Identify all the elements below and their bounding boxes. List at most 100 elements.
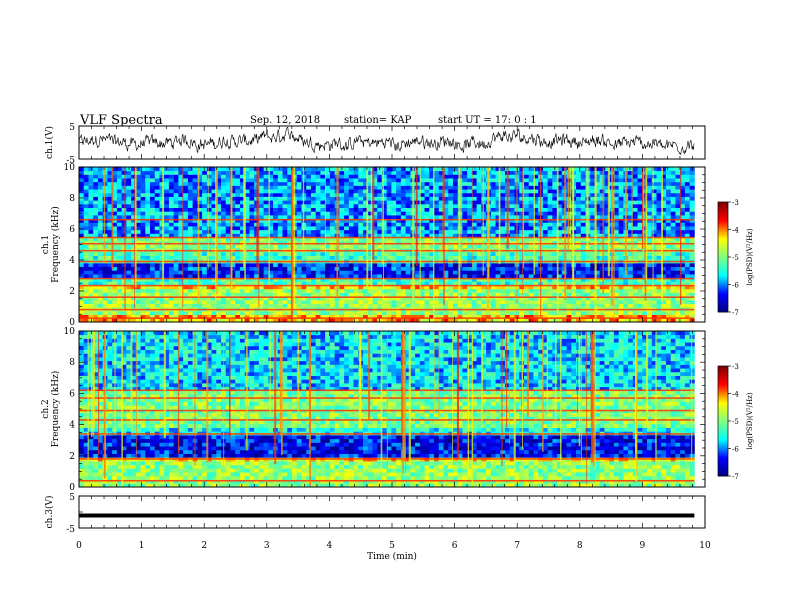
ch1-spectrogram-heatmap-cell bbox=[406, 270, 411, 274]
ch1-spectrogram-heatmap-cell bbox=[633, 185, 638, 189]
ch1-spectrogram-heatmap-cell bbox=[183, 200, 188, 204]
ch1-spectrogram-heatmap-cell bbox=[396, 245, 401, 249]
ch1-spectrogram-heatmap-cell bbox=[320, 197, 325, 201]
ch1-spectrogram-heatmap-cell bbox=[529, 263, 534, 267]
ch1-spectrogram-heatmap-cell bbox=[202, 215, 207, 219]
ch1-spectrogram-heatmap-cell bbox=[155, 215, 160, 219]
ch1-spectrogram-heatmap-cell bbox=[514, 311, 519, 315]
ch1-spectrogram-heatmap-cell bbox=[406, 200, 411, 204]
ch1-spectrogram-heatmap-cell bbox=[155, 311, 160, 315]
ch1-spectrogram-heatmap-cell bbox=[652, 270, 657, 274]
ch1-spectrogram-heatmap-cell bbox=[126, 215, 131, 219]
ch1-spectrogram-heatmap-cell bbox=[349, 267, 354, 271]
ch1-spectrogram-heatmap-cell bbox=[453, 267, 458, 271]
ch1-spectrogram-heatmap-cell bbox=[387, 222, 392, 226]
ch1-spectrogram-heatmap-cell bbox=[84, 270, 89, 274]
ch1-spectrogram-heatmap-cell bbox=[126, 193, 131, 197]
ch1-spectrogram-heatmap-cell bbox=[638, 252, 643, 256]
ch1-spectrogram-heatmap-cell bbox=[273, 185, 278, 189]
ch1-spectrogram-heatmap-cell bbox=[396, 292, 401, 296]
ch1-spectrogram-heatmap-cell bbox=[382, 193, 387, 197]
ch1-spectrogram-heatmap-cell bbox=[368, 226, 373, 230]
ch1-spectrogram-heatmap-cell bbox=[448, 211, 453, 215]
ch1-spectrogram-heatmap-cell bbox=[576, 245, 581, 249]
ch1-spectrogram-heatmap-cell bbox=[174, 215, 179, 219]
ch1-spectrogram-heatmap-cell bbox=[491, 197, 496, 201]
ch1-spectrogram-heatmap-cell bbox=[164, 215, 169, 219]
ch1-spectrogram-heatmap-cell bbox=[396, 208, 401, 212]
ch1-spectrogram-heatmap-cell bbox=[202, 193, 207, 197]
ch1-spectrogram-heatmap-cell bbox=[136, 311, 141, 315]
ch1-spectrogram-heatmap-cell bbox=[600, 252, 605, 256]
ch1-spectrogram-heatmap-cell bbox=[306, 197, 311, 201]
ch1-spectrogram-heatmap-cell bbox=[453, 226, 458, 230]
ch1-spectrogram-heatmap-cell bbox=[434, 292, 439, 296]
ch1-spectrogram-heatmap-cell bbox=[273, 289, 278, 293]
ch1-spectrogram-heatmap-cell bbox=[226, 204, 231, 208]
ch1-spectrogram-heatmap-cell bbox=[122, 193, 127, 197]
ch1-spectrogram-heatmap-cell bbox=[283, 222, 288, 226]
ch1-spectrogram-heatmap-cell bbox=[638, 204, 643, 208]
ch1-spectrogram-heatmap-cell bbox=[226, 230, 231, 234]
ch1-spectrogram-heatmap-cell bbox=[387, 182, 392, 186]
ch1-spectrogram-heatmap-cell bbox=[372, 263, 377, 267]
ch1-spectrogram-heatmap-cell bbox=[174, 263, 179, 267]
ch1-spectrogram-heatmap-cell bbox=[415, 292, 420, 296]
ch1-spectrogram-heatmap-cell bbox=[415, 222, 420, 226]
ch1-spectrogram-heatmap-cell bbox=[619, 197, 624, 201]
ch1-spectrogram-heatmap-cell bbox=[283, 292, 288, 296]
ch1-spectrogram-heatmap-cell bbox=[467, 300, 472, 304]
ch1-spectrogram-heatmap-cell bbox=[330, 256, 335, 260]
ch1-spectrogram-heatmap-cell bbox=[387, 252, 392, 256]
ch1-spectrogram-heatmap-cell bbox=[188, 193, 193, 197]
ch1-spectrogram-heatmap-cell bbox=[273, 215, 278, 219]
ch1-spectrogram-heatmap-cell bbox=[320, 292, 325, 296]
ch1-spectrogram-heatmap-cell bbox=[467, 267, 472, 271]
ch1-spectrogram-heatmap-cell bbox=[79, 256, 84, 260]
ch1-spectrogram-heatmap-cell bbox=[481, 256, 486, 260]
ch1-spectrogram-heatmap-cell bbox=[122, 211, 127, 215]
ch1-spectrogram-heatmap-cell bbox=[301, 289, 306, 293]
ch1-spectrogram-heatmap-cell bbox=[259, 245, 264, 249]
ch1-spectrogram-heatmap-cell bbox=[316, 245, 321, 249]
ch1-spectrogram-heatmap-cell bbox=[150, 189, 155, 193]
ch1-spectrogram-heatmap-cell bbox=[169, 292, 174, 296]
ch1-spectrogram-heatmap-cell bbox=[273, 230, 278, 234]
ch1-spectrogram-heatmap-cell bbox=[136, 289, 141, 293]
ch1-spectrogram-heatmap-cell bbox=[396, 289, 401, 293]
ch1-spectrogram-heatmap-cell bbox=[638, 226, 643, 230]
ch1-spectrogram-heatmap-cell bbox=[264, 208, 269, 212]
ch1-spectrogram-heatmap-cell bbox=[647, 274, 652, 278]
ch1-spectrogram-heatmap-cell bbox=[656, 222, 661, 226]
ch1-spectrogram-heatmap-cell bbox=[666, 274, 671, 278]
ch1-spectrogram-heatmap-cell bbox=[245, 300, 250, 304]
ch1-spectrogram-heatmap-cell bbox=[145, 256, 150, 260]
ch1-spectrogram-heatmap-cell bbox=[273, 267, 278, 271]
ch1-spectrogram-heatmap-cell bbox=[614, 267, 619, 271]
ch1-spectrogram-heatmap-cell bbox=[164, 185, 169, 189]
ch1-spectrogram-heatmap-cell bbox=[453, 304, 458, 308]
ch1-spectrogram-heatmap-cell bbox=[396, 267, 401, 271]
ch1-spectrogram-heatmap-cell bbox=[552, 208, 557, 212]
ch1-spectrogram-heatmap-cell bbox=[141, 252, 146, 256]
ch1-spectrogram-heatmap-cell bbox=[93, 200, 98, 204]
ch1-spectrogram-heatmap-cell bbox=[98, 292, 103, 296]
ch1-spectrogram-heatmap-cell bbox=[666, 252, 671, 256]
ch1-spectrogram-heatmap-cell bbox=[88, 208, 93, 212]
ch1-spectrogram-heatmap-cell bbox=[207, 204, 212, 208]
ch1-spectrogram-heatmap-cell bbox=[425, 300, 430, 304]
ch1-spectrogram-heatmap-cell bbox=[311, 222, 316, 226]
ch1-spectrogram-heatmap-cell bbox=[325, 185, 330, 189]
ch1-spectrogram-heatmap-cell bbox=[316, 252, 321, 256]
ch1-spectrogram-heatmap-cell bbox=[84, 267, 89, 271]
ch1-spectrogram-heatmap-cell bbox=[619, 185, 624, 189]
ch1-spectrogram-heatmap-cell bbox=[642, 304, 647, 308]
ch1-spectrogram-heatmap-cell bbox=[477, 208, 482, 212]
ch1-spectrogram-heatmap-cell bbox=[533, 304, 538, 308]
ch1-spectrogram-heatmap-cell bbox=[273, 311, 278, 315]
ch1-spectrogram-heatmap-cell bbox=[259, 274, 264, 278]
ch1-spectrogram-heatmap-cell bbox=[103, 292, 108, 296]
ch1-spectrogram-heatmap-cell bbox=[174, 211, 179, 215]
ch1-spectrogram-heatmap-cell bbox=[174, 245, 179, 249]
ch1-spectrogram-heatmap-cell bbox=[656, 200, 661, 204]
